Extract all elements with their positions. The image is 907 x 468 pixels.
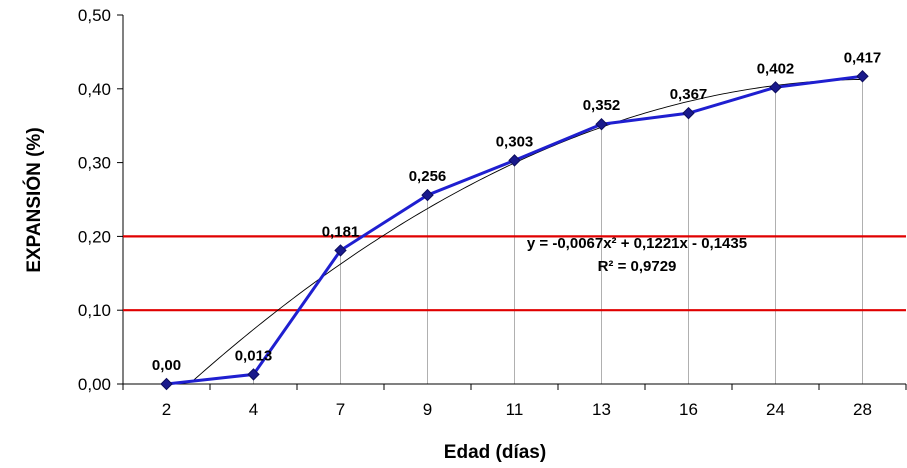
reference-lines [123, 235, 906, 312]
data-point-marker [769, 81, 782, 94]
data-point-marker [508, 154, 521, 167]
x-tick-label: 24 [766, 400, 785, 419]
trendline-group [192, 78, 863, 382]
x-tick-label: 16 [679, 400, 698, 419]
trendline-equation: y = -0,0067x² + 0,1221x - 0,1435 [527, 235, 747, 252]
tick-labels: 0,000,100,200,300,400,502 4 7 9 11 13 16 24 28 [78, 6, 872, 419]
data-label: 0,00 [152, 357, 181, 374]
data-point-marker [334, 244, 347, 257]
x-axis-title: Edad (días) [444, 442, 546, 463]
trendline [192, 78, 863, 382]
y-tick-label: 0,30 [78, 154, 111, 173]
data-label: 0,417 [844, 49, 882, 66]
x-tick-label: 11 [506, 400, 524, 419]
x-tick-label: 13 [592, 400, 611, 419]
trendline-r-squared: R² = 0,9729 [598, 258, 677, 275]
axes [117, 14, 907, 390]
data-point-marker [421, 188, 434, 202]
drop-lines [253, 76, 863, 384]
series-group [160, 70, 869, 391]
y-axis-title: EXPANSIÓN (%) [23, 127, 45, 272]
data-labels: 0,00 0,013 0,181 0,256 0,303 0,352 0,367 0,402 0… [152, 49, 881, 374]
data-label: 0,367 [670, 86, 708, 103]
x-tick-label: 7 [336, 400, 345, 419]
data-point-marker [247, 368, 260, 381]
y-tick-label: 0,00 [78, 375, 111, 394]
data-label: 0,181 [322, 223, 360, 240]
y-tick-label: 0,50 [78, 6, 111, 25]
data-label: 0,303 [496, 133, 534, 150]
data-label: 0,402 [757, 60, 795, 77]
y-tick-label: 0,40 [78, 80, 111, 99]
data-label: 0,256 [409, 168, 447, 185]
y-tick-label: 0,20 [78, 227, 111, 246]
data-label: 0,013 [235, 347, 273, 364]
data-point-marker [595, 118, 608, 131]
x-tick-label: 2 [162, 400, 171, 419]
data-point-marker [160, 377, 173, 391]
data-point-marker [856, 70, 869, 83]
data-label: 0,352 [583, 97, 621, 114]
y-tick-label: 0,10 [78, 301, 111, 320]
x-tick-label: 4 [249, 400, 258, 419]
x-tick-label: 9 [423, 400, 432, 419]
x-tick-label: 28 [853, 400, 872, 419]
data-point-marker [682, 106, 695, 120]
